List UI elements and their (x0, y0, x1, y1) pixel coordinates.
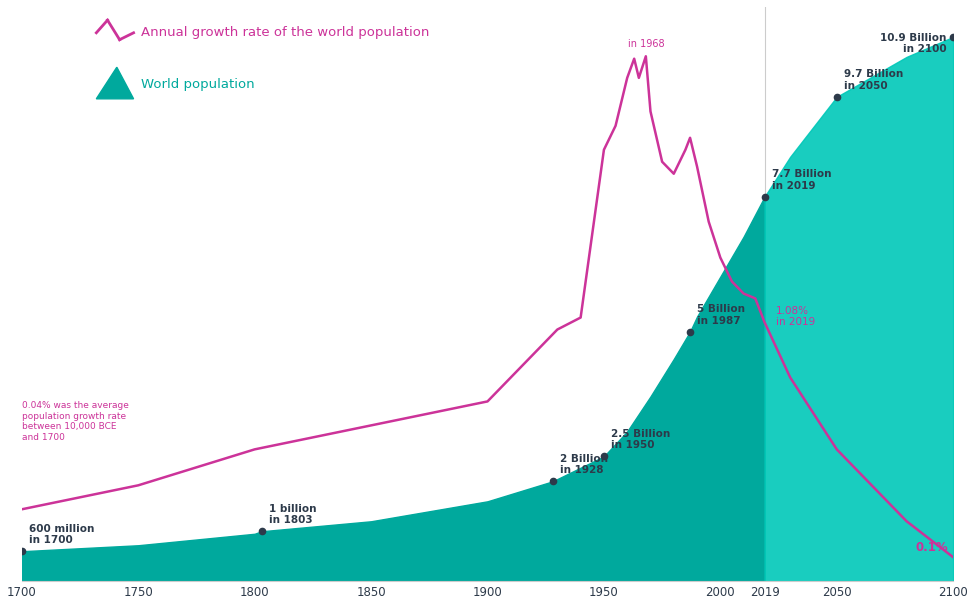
Text: 0.04% was the average
population growth rate
between 10,000 BCE
and 1700: 0.04% was the average population growth … (21, 401, 129, 442)
Text: 0.1%: 0.1% (916, 541, 949, 554)
Text: 5 Billion
in 1987: 5 Billion in 1987 (697, 304, 745, 325)
Text: 1.08%
in 2019: 1.08% in 2019 (776, 306, 815, 327)
Text: 600 million
in 1700: 600 million in 1700 (29, 524, 95, 545)
Text: 2 Billion
in 1928: 2 Billion in 1928 (560, 454, 607, 475)
Text: in 1968: in 1968 (628, 39, 664, 49)
Text: 2.5 Billion
in 1950: 2.5 Billion in 1950 (611, 429, 670, 450)
Text: World population: World population (141, 78, 254, 91)
Polygon shape (97, 67, 134, 99)
Text: Annual growth rate of the world population: Annual growth rate of the world populati… (141, 26, 429, 39)
Text: 10.9 Billion
in 2100: 10.9 Billion in 2100 (879, 33, 946, 55)
Text: 9.7 Billion
in 2050: 9.7 Billion in 2050 (843, 69, 903, 91)
Text: 1 billion
in 1803: 1 billion in 1803 (269, 504, 316, 525)
Text: 7.7 Billion
in 2019: 7.7 Billion in 2019 (771, 169, 831, 191)
